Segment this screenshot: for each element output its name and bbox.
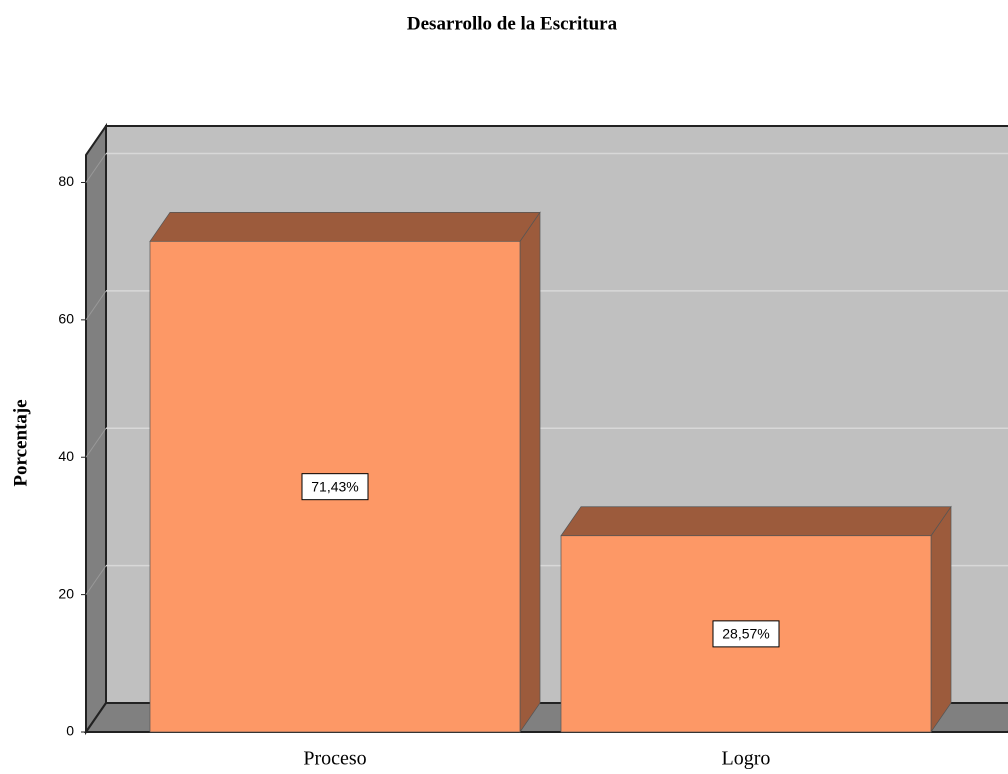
data-label-box bbox=[712, 620, 780, 648]
grid-line bbox=[85, 153, 107, 183]
data-label: 71,43% bbox=[311, 478, 358, 494]
bar-top bbox=[149, 211, 541, 242]
bar-side bbox=[519, 211, 541, 734]
data-label: 28,57% bbox=[722, 626, 769, 642]
left-wall bbox=[85, 122, 107, 736]
y-tick-label: 40 bbox=[58, 448, 74, 464]
grid-line bbox=[85, 565, 107, 595]
grid-line bbox=[85, 290, 107, 321]
bar-side bbox=[930, 505, 952, 734]
y-tick-label: 80 bbox=[58, 173, 74, 189]
y-tick-label: 60 bbox=[58, 311, 74, 327]
y-tick-label: 0 bbox=[66, 723, 74, 739]
x-tick-label: Logro bbox=[722, 748, 771, 770]
data-label-box bbox=[301, 473, 369, 501]
chart-title: Desarrollo de la Escritura bbox=[407, 13, 618, 34]
bar-top bbox=[560, 506, 952, 537]
y-axis-label: Porcentaje bbox=[10, 399, 31, 486]
x-tick-label: Proceso bbox=[303, 748, 366, 770]
grid-line bbox=[85, 427, 107, 458]
y-tick-label: 20 bbox=[58, 585, 74, 601]
